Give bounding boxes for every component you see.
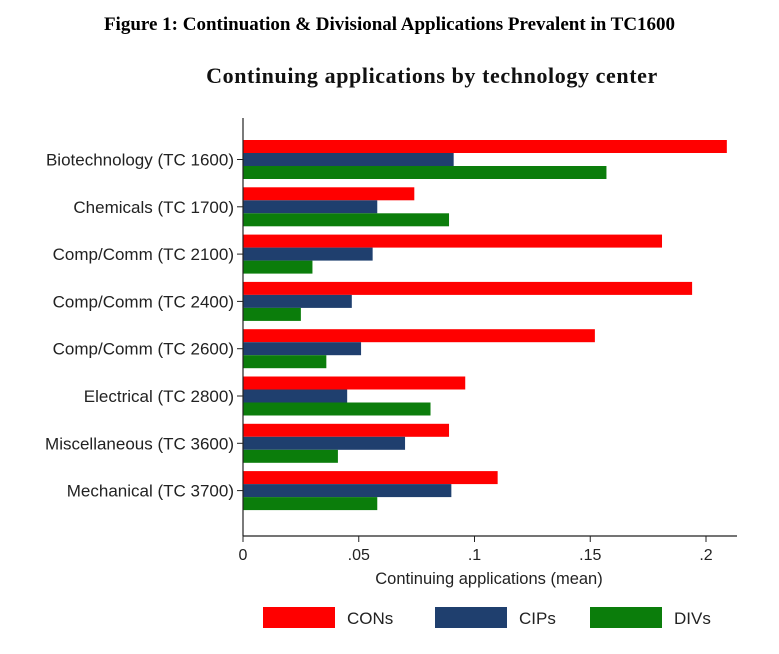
bar-cips-mechanical-tc-3700 (243, 484, 452, 498)
bar-divs-chemicals-tc-1700 (243, 213, 450, 227)
bar-cons-chemicals-tc-1700 (243, 187, 415, 201)
bar-cips-chemicals-tc-1700 (243, 200, 378, 214)
bar-divs-comp-comm-tc-2100 (243, 260, 313, 274)
bar-cons-comp-comm-tc-2100 (243, 234, 663, 248)
category-label: Electrical (TC 2800) (84, 387, 234, 406)
bar-cons-biotechnology-tc-1600 (243, 140, 727, 153)
bar-cons-miscellaneous-tc-3600 (243, 423, 450, 437)
category-label: Miscellaneous (TC 3600) (45, 434, 234, 453)
legend: CONs CIPs DIVs (263, 607, 711, 628)
bar-cips-comp-comm-tc-2100 (243, 247, 373, 261)
category-label: Comp/Comm (TC 2100) (53, 245, 234, 264)
bar-cips-miscellaneous-tc-3600 (243, 436, 406, 450)
bar-cips-comp-comm-tc-2400 (243, 294, 352, 308)
legend-swatch-cips (435, 607, 507, 628)
x-tick-label: .1 (468, 547, 481, 564)
legend-swatch-divs (590, 607, 662, 628)
bar-cips-comp-comm-tc-2600 (243, 342, 362, 356)
figure-caption: Figure 1: Continuation & Divisional Appl… (103, 14, 676, 35)
category-label: Comp/Comm (TC 2400) (53, 292, 234, 311)
bar-divs-electrical-tc-2800 (243, 402, 431, 416)
axes-layer: Biotechnology (TC 1600) Chemicals (TC 170… (45, 118, 737, 564)
x-tick-label: .2 (699, 547, 712, 564)
bar-cips-biotechnology-tc-1600 (243, 153, 454, 166)
x-tick-label: .05 (348, 547, 370, 564)
category-label: Biotechnology (TC 1600) (46, 151, 234, 170)
legend-label-cons: CONs (347, 609, 393, 628)
legend-label-cips: CIPs (519, 609, 556, 628)
category-label: Chemicals (TC 1700) (73, 198, 234, 217)
x-axis-label: Continuing applications (mean) (375, 570, 602, 588)
bar-cons-mechanical-tc-3700 (243, 471, 498, 485)
bar-cons-comp-comm-tc-2400 (243, 281, 693, 295)
bar-divs-comp-comm-tc-2600 (243, 355, 327, 369)
x-tick-label: 0 (239, 547, 248, 564)
bar-divs-miscellaneous-tc-3600 (243, 449, 338, 463)
bars-layer (243, 140, 727, 511)
category-label: Comp/Comm (TC 2600) (53, 340, 234, 359)
bar-divs-mechanical-tc-3700 (243, 497, 378, 511)
x-tick-label: .15 (579, 547, 601, 564)
legend-swatch-cons (263, 607, 335, 628)
chart-title: Continuing applications by technology ce… (206, 63, 658, 88)
bar-divs-comp-comm-tc-2400 (243, 307, 301, 321)
category-label: Mechanical (TC 3700) (67, 482, 234, 501)
legend-label-divs: DIVs (674, 609, 711, 628)
bar-divs-biotechnology-tc-1600 (243, 166, 607, 179)
bar-cons-comp-comm-tc-2600 (243, 329, 595, 343)
bar-cons-electrical-tc-2800 (243, 376, 466, 390)
bar-cips-electrical-tc-2800 (243, 389, 348, 403)
